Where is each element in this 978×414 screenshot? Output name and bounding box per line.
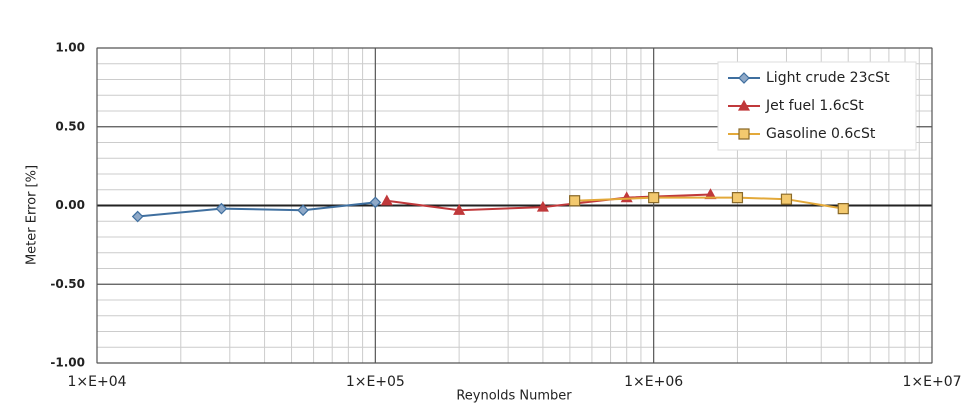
x-tick-label: 1×E+05 bbox=[346, 374, 405, 390]
legend-label: Jet fuel 1.6cSt bbox=[765, 98, 864, 114]
y-tick-label: -0.50 bbox=[50, 277, 85, 291]
marker bbox=[731, 192, 744, 204]
marker bbox=[297, 204, 309, 217]
marker bbox=[738, 128, 750, 140]
y-tick-label: 0.50 bbox=[55, 119, 85, 133]
x-axis-title: Reynolds Number bbox=[456, 389, 572, 404]
marker bbox=[837, 203, 849, 215]
marker bbox=[648, 192, 660, 204]
marker bbox=[536, 200, 549, 212]
marker bbox=[215, 202, 228, 215]
marker bbox=[737, 99, 751, 111]
marker bbox=[131, 210, 144, 223]
marker bbox=[780, 193, 793, 205]
x-tick-label: 1×E+06 bbox=[624, 374, 683, 390]
legend-label: Gasoline 0.6cSt bbox=[766, 126, 876, 142]
x-tick-label: 1×E+04 bbox=[67, 374, 126, 390]
marker bbox=[380, 194, 393, 206]
y-tick-label: -1.00 bbox=[50, 356, 85, 370]
y-axis-title: Meter Error [%] bbox=[25, 165, 40, 265]
y-tick-label: 1.00 bbox=[55, 41, 85, 55]
marker bbox=[569, 195, 581, 207]
y-tick-label: 0.00 bbox=[55, 198, 85, 212]
legend: Light crude 23cSt Jet fuel 1.6cSt Gasoline… bbox=[717, 61, 917, 151]
marker bbox=[738, 72, 750, 84]
marker bbox=[369, 196, 382, 209]
series-line bbox=[137, 201, 376, 218]
marker bbox=[453, 203, 466, 215]
x-tick-label: 1×E+07 bbox=[902, 374, 961, 390]
legend-label: Light crude 23cSt bbox=[766, 70, 890, 86]
